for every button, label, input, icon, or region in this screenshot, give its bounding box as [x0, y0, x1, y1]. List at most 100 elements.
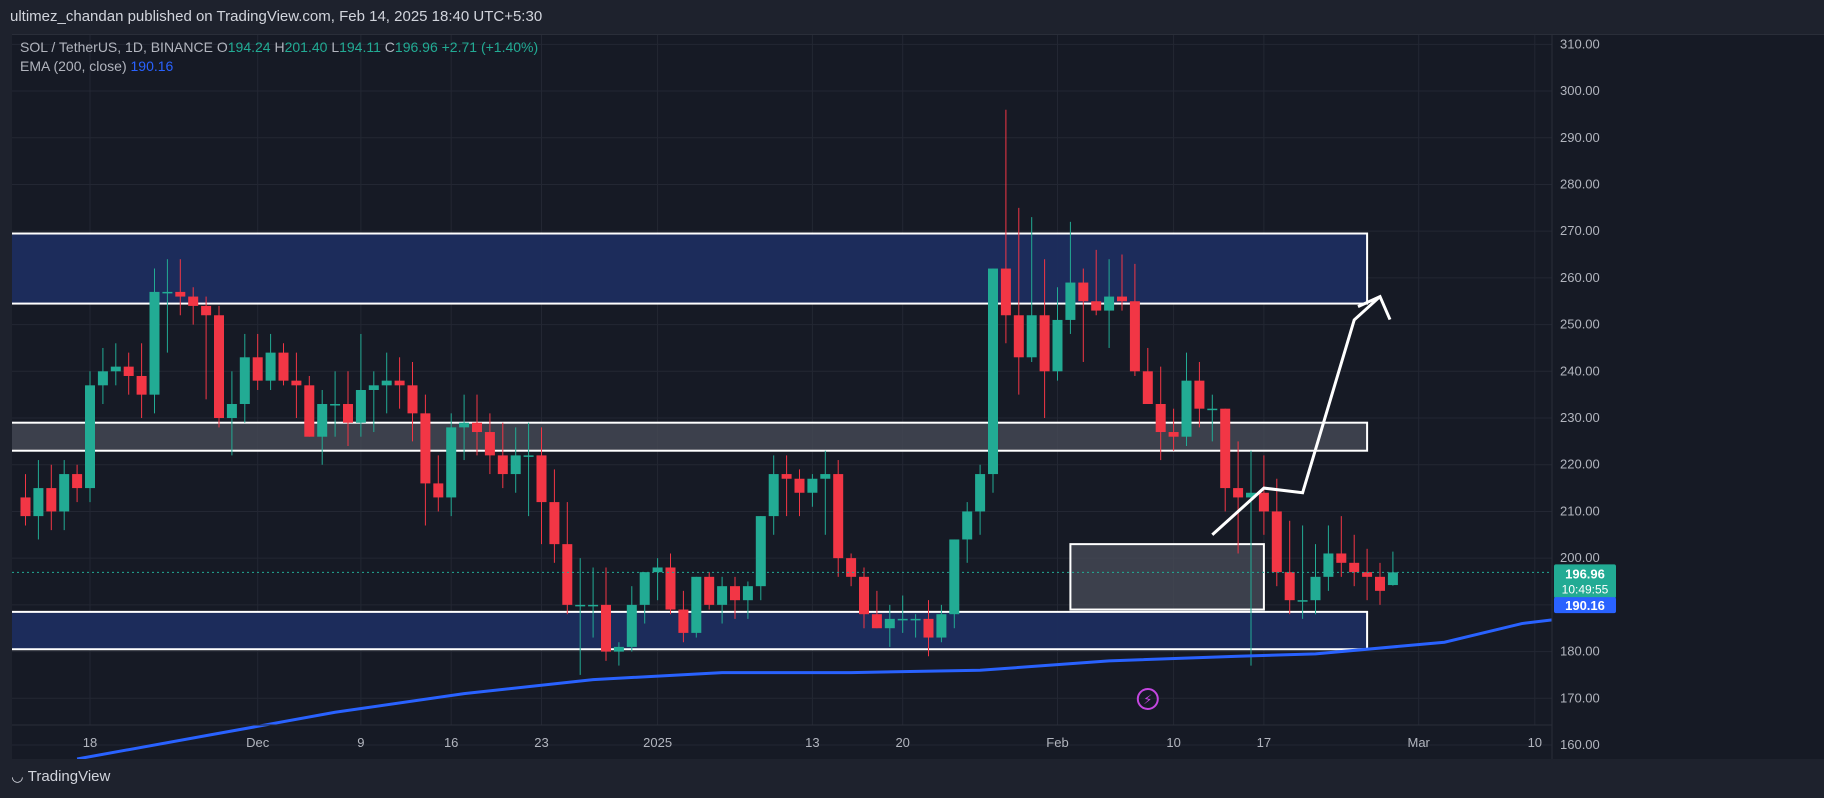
- candle-down[interactable]: [175, 291, 186, 297]
- candle-up[interactable]: [162, 291, 173, 294]
- candle-down[interactable]: [1362, 572, 1373, 577]
- candle-down[interactable]: [794, 478, 805, 493]
- candle-up[interactable]: [820, 474, 831, 479]
- candle-up[interactable]: [317, 404, 328, 437]
- candle-down[interactable]: [278, 352, 289, 381]
- candle-down[interactable]: [201, 305, 212, 316]
- candle-down[interactable]: [46, 488, 57, 512]
- candle-down[interactable]: [1091, 301, 1102, 311]
- candle-down[interactable]: [343, 404, 353, 423]
- candle-down[interactable]: [665, 567, 676, 610]
- candle-down[interactable]: [1194, 380, 1205, 409]
- candle-up[interactable]: [639, 572, 650, 605]
- candle-up[interactable]: [368, 385, 379, 390]
- candle-down[interactable]: [433, 483, 444, 498]
- candle-down[interactable]: [1155, 404, 1166, 433]
- candle-up[interactable]: [1065, 282, 1076, 320]
- candle-up[interactable]: [446, 427, 457, 498]
- zone-box[interactable]: [12, 232, 1369, 305]
- candle-down[interactable]: [562, 544, 573, 605]
- candle-up[interactable]: [949, 539, 960, 615]
- candle-down[interactable]: [188, 296, 199, 306]
- candle-down[interactable]: [1220, 408, 1231, 489]
- chart-svg[interactable]: 310.00 300.00 290.00 280.00 270.00 260.00 250.…: [12, 35, 1824, 759]
- candle-down[interactable]: [549, 502, 560, 545]
- candle-down[interactable]: [1375, 576, 1385, 591]
- tradingview-logo[interactable]: ◡ TradingView: [12, 768, 110, 785]
- candle-up[interactable]: [1246, 492, 1256, 498]
- candle-up[interactable]: [1207, 408, 1218, 411]
- candle-down[interactable]: [291, 380, 302, 386]
- candle-down[interactable]: [536, 455, 547, 503]
- candle-down[interactable]: [1142, 371, 1153, 405]
- candle-up[interactable]: [1310, 576, 1321, 601]
- candle-down[interactable]: [1349, 562, 1360, 573]
- zone-box[interactable]: [1069, 543, 1265, 611]
- candle-up[interactable]: [755, 516, 766, 587]
- candle-down[interactable]: [846, 558, 857, 577]
- candle-up[interactable]: [575, 604, 586, 607]
- candle-down[interactable]: [1000, 268, 1011, 316]
- candle-up[interactable]: [1052, 319, 1063, 372]
- candle-up[interactable]: [239, 357, 250, 405]
- candle-down[interactable]: [1258, 492, 1269, 512]
- candle-down[interactable]: [1039, 315, 1050, 372]
- candle-down[interactable]: [136, 375, 147, 395]
- candle-up[interactable]: [33, 488, 44, 517]
- candle-down[interactable]: [1284, 572, 1295, 601]
- candle-up[interactable]: [523, 455, 534, 457]
- candle-up[interactable]: [1104, 296, 1115, 311]
- candle-down[interactable]: [484, 432, 495, 456]
- symbol-label[interactable]: SOL / TetherUS, 1D, BINANCE: [20, 39, 213, 55]
- candle-up[interactable]: [691, 576, 702, 633]
- candle-down[interactable]: [252, 357, 263, 381]
- candle-down[interactable]: [394, 380, 405, 386]
- candle-down[interactable]: [1168, 432, 1179, 437]
- candle-down[interactable]: [1013, 315, 1024, 358]
- candle-up[interactable]: [85, 385, 95, 489]
- candle-up[interactable]: [1026, 315, 1037, 358]
- candle-up[interactable]: [226, 404, 237, 419]
- zone-box[interactable]: [12, 421, 1369, 452]
- candle-up[interactable]: [897, 618, 908, 621]
- candle-down[interactable]: [420, 413, 431, 484]
- candle-up[interactable]: [110, 366, 121, 372]
- candle-down[interactable]: [20, 497, 31, 517]
- candle-down[interactable]: [871, 614, 882, 629]
- candle-down[interactable]: [1233, 488, 1244, 498]
- candle-up[interactable]: [807, 478, 818, 493]
- price-axis[interactable]: [1552, 35, 1824, 759]
- candle-up[interactable]: [1387, 572, 1398, 586]
- candle-up[interactable]: [975, 474, 986, 512]
- candle-down[interactable]: [1117, 296, 1127, 302]
- lightning-icon[interactable]: [1136, 688, 1159, 710]
- candle-up[interactable]: [1297, 600, 1308, 602]
- candle-down[interactable]: [923, 618, 934, 638]
- candle-up[interactable]: [768, 474, 779, 517]
- candle-up[interactable]: [149, 291, 160, 395]
- candle-down[interactable]: [214, 315, 224, 419]
- candle-up[interactable]: [910, 618, 921, 621]
- candle-up[interactable]: [330, 404, 341, 406]
- candle-up[interactable]: [626, 604, 637, 647]
- candle-down[interactable]: [304, 385, 315, 437]
- candle-up[interactable]: [97, 371, 108, 386]
- candle-up[interactable]: [588, 604, 599, 607]
- chart-area[interactable]: 310.00 300.00 290.00 280.00 270.00 260.00 250.…: [12, 34, 1824, 759]
- candle-up[interactable]: [459, 422, 470, 428]
- candle-up[interactable]: [1181, 380, 1192, 437]
- candle-up[interactable]: [381, 380, 392, 386]
- candle-down[interactable]: [472, 422, 482, 433]
- candle-down[interactable]: [407, 385, 418, 414]
- candle-up[interactable]: [265, 352, 276, 381]
- candle-down[interactable]: [123, 366, 134, 376]
- candle-down[interactable]: [678, 609, 689, 633]
- zone-box[interactable]: [12, 610, 1369, 651]
- candle-up[interactable]: [510, 455, 521, 475]
- candle-up[interactable]: [613, 646, 624, 652]
- candle-down[interactable]: [1078, 282, 1089, 302]
- candle-down[interactable]: [1336, 553, 1347, 563]
- candle-down[interactable]: [781, 474, 792, 479]
- candle-up[interactable]: [59, 474, 70, 512]
- candle-down[interactable]: [833, 474, 844, 559]
